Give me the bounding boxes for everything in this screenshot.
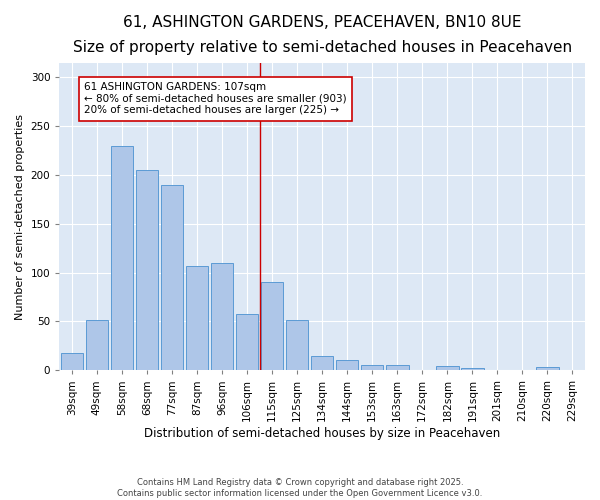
Bar [386, 366, 409, 370]
Bar [336, 360, 358, 370]
Bar [110, 146, 133, 370]
Bar [436, 366, 458, 370]
Bar [211, 263, 233, 370]
Bar [361, 366, 383, 370]
Bar [86, 320, 108, 370]
Bar [236, 314, 259, 370]
Title: 61, ASHINGTON GARDENS, PEACEHAVEN, BN10 8UE
Size of property relative to semi-de: 61, ASHINGTON GARDENS, PEACEHAVEN, BN10 … [73, 15, 572, 54]
Bar [186, 266, 208, 370]
Bar [311, 356, 334, 370]
X-axis label: Distribution of semi-detached houses by size in Peacehaven: Distribution of semi-detached houses by … [144, 427, 500, 440]
Bar [286, 320, 308, 370]
Bar [536, 368, 559, 370]
Bar [161, 185, 183, 370]
Bar [61, 352, 83, 370]
Bar [461, 368, 484, 370]
Bar [261, 282, 283, 370]
Text: 61 ASHINGTON GARDENS: 107sqm
← 80% of semi-detached houses are smaller (903)
20%: 61 ASHINGTON GARDENS: 107sqm ← 80% of se… [85, 82, 347, 116]
Bar [136, 170, 158, 370]
Y-axis label: Number of semi-detached properties: Number of semi-detached properties [15, 114, 25, 320]
Text: Contains HM Land Registry data © Crown copyright and database right 2025.
Contai: Contains HM Land Registry data © Crown c… [118, 478, 482, 498]
